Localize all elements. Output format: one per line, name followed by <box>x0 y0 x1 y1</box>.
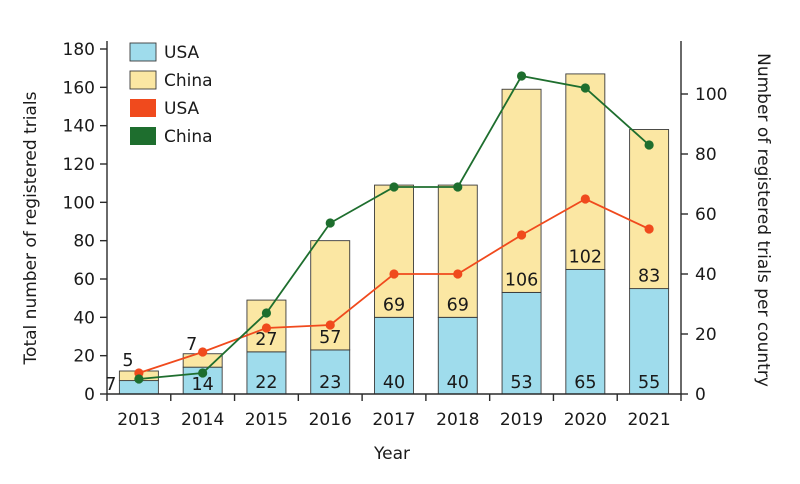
legend-label-china-bar: China <box>164 71 213 91</box>
x-tick-label: 2020 <box>564 410 607 430</box>
legend-swatch-china-line <box>130 127 156 145</box>
legend-label-usa-bar: USA <box>164 43 200 63</box>
x-tick-label: 2015 <box>245 410 288 430</box>
y2-tick-label: 60 <box>695 205 717 225</box>
bar-usa <box>246 351 287 395</box>
point-usa <box>644 224 654 234</box>
bar-label-china: 106 <box>505 270 538 290</box>
point-usa <box>389 269 399 279</box>
y2-tick-label: 0 <box>695 385 706 405</box>
point-china <box>198 368 208 378</box>
y2-tick-label: 80 <box>695 145 717 165</box>
bar-label-usa: 53 <box>510 373 532 393</box>
y-tick-label: 160 <box>63 78 95 98</box>
point-china <box>516 71 527 81</box>
legend-swatch-usa-bar <box>129 42 157 62</box>
point-china <box>134 374 144 384</box>
point-china <box>261 308 272 318</box>
bar-china <box>629 129 670 290</box>
x-axis-title: Year <box>373 444 410 464</box>
y2-tick-label: 40 <box>695 265 717 285</box>
bar-china <box>565 73 606 270</box>
bar-label-usa: 7 <box>105 375 116 395</box>
bar-label-china: 69 <box>383 295 405 315</box>
legend-label-china-line: China <box>164 127 213 147</box>
bar-label-usa: 55 <box>638 373 660 393</box>
y-tick-label: 140 <box>63 117 95 137</box>
bars-layer <box>118 73 670 395</box>
point-china <box>644 140 654 150</box>
bar-label-usa: 65 <box>574 373 596 393</box>
x-tick-label: 2014 <box>181 410 224 430</box>
legend-label-usa-line: USA <box>164 99 200 119</box>
bar-label-usa: 22 <box>255 373 277 393</box>
y2-tick-label: 100 <box>695 85 727 105</box>
y-axis-title: Total number of registered trials <box>21 91 41 365</box>
x-tick-label: 2018 <box>436 410 479 430</box>
point-china <box>453 182 463 192</box>
legend-swatch-china-bar <box>129 70 157 90</box>
bar-label-china: 27 <box>255 330 277 350</box>
x-tick-label: 2019 <box>500 410 543 430</box>
y-tick-label: 120 <box>63 155 95 175</box>
bar-china <box>437 184 478 318</box>
bar-china <box>501 88 542 293</box>
legend-swatch-usa-line <box>130 99 156 117</box>
bar-label-china: 83 <box>638 267 660 287</box>
bar-usa <box>437 316 478 395</box>
point-usa <box>453 269 463 279</box>
point-usa <box>516 230 527 240</box>
bar-china <box>374 184 414 318</box>
point-usa <box>198 347 208 357</box>
x-tick-label: 2016 <box>309 410 352 430</box>
x-tick-label: 2021 <box>627 410 670 430</box>
bar-label-usa: 40 <box>383 373 405 393</box>
y-tick-label: 80 <box>73 232 95 252</box>
y-tick-label: 0 <box>84 385 95 405</box>
point-usa <box>261 323 272 333</box>
y-tick-label: 40 <box>73 308 95 328</box>
x-tick-label: 2013 <box>117 410 160 430</box>
bar-label-china: 57 <box>319 328 341 348</box>
point-china <box>580 83 590 93</box>
y-tick-label: 100 <box>63 193 95 213</box>
x-tick-label: 2017 <box>372 410 415 430</box>
bar-china <box>310 240 351 351</box>
bar-label-china: 69 <box>447 295 469 315</box>
bar-usa <box>565 268 606 395</box>
y-tick-label: 180 <box>63 40 95 60</box>
y2-axis-title: Number of registered trials per country <box>753 53 773 387</box>
axes-layer: 0 20 40 60 80 100 120 140 160 180 0 20 40 60 80 100 2013… <box>63 40 728 430</box>
bar-label-usa: 23 <box>319 373 341 393</box>
point-china <box>389 182 399 192</box>
bar-label-usa: 40 <box>447 373 469 393</box>
y-tick-label: 20 <box>73 347 95 367</box>
bar-label-usa: 14 <box>192 375 214 395</box>
bar-label-china: 7 <box>186 335 197 355</box>
point-usa <box>325 320 335 330</box>
bar-label-china: 5 <box>122 351 133 371</box>
bar-usa <box>629 288 670 395</box>
y2-tick-label: 20 <box>695 325 717 345</box>
point-china <box>325 218 335 228</box>
bar-label-china: 102 <box>569 247 602 267</box>
lines-layer <box>134 71 654 384</box>
legend: USA China USA China <box>129 42 213 147</box>
y-tick-label: 60 <box>73 270 95 290</box>
point-usa <box>580 194 590 204</box>
